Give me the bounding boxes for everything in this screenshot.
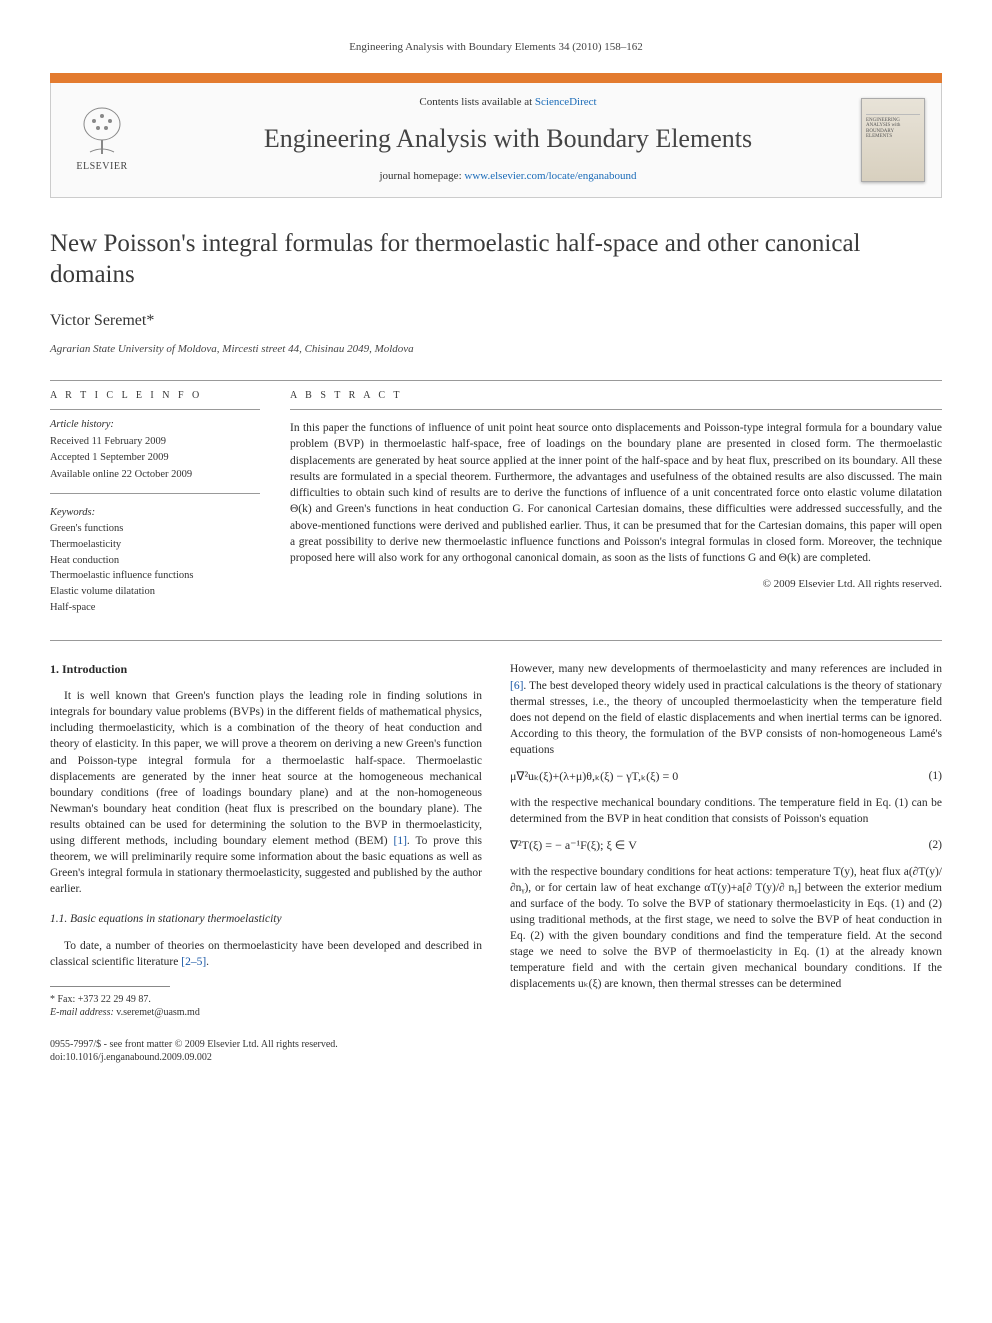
article-info-column: A R T I C L E I N F O Article history: R…	[50, 381, 260, 617]
history-label: Article history:	[50, 418, 260, 433]
journal-masthead: ELSEVIER Contents lists available at Sci…	[50, 83, 942, 197]
elsevier-label: ELSEVIER	[76, 160, 127, 174]
col2-paragraph-2: with the respective mechanical boundary …	[510, 795, 942, 827]
col2-text-a: However, many new developments of thermo…	[510, 663, 942, 675]
equation-1: μ∇²uₖ(ξ)+(λ+μ)θ,ₖ(ξ) − γT,ₖ(ξ) = 0 (1)	[510, 768, 942, 785]
email-address[interactable]: v.seremet@uasm.md	[116, 1007, 200, 1018]
author-name: Victor Seremet*	[50, 310, 942, 332]
email-footnote: E-mail address: v.seremet@uasm.md	[50, 1006, 482, 1020]
elsevier-logo: ELSEVIER	[67, 100, 137, 180]
col2-text-b: . The best developed theory widely used …	[510, 680, 942, 756]
subsection-1-1-heading: 1.1. Basic equations in stationary therm…	[50, 911, 482, 927]
running-header: Engineering Analysis with Boundary Eleme…	[50, 40, 942, 55]
info-abstract-block: A R T I C L E I N F O Article history: R…	[50, 381, 942, 617]
keyword: Half-space	[50, 601, 260, 616]
cover-title: ENGINEERING ANALYSIS with BOUNDARY ELEME…	[866, 115, 920, 177]
keyword: Green's functions	[50, 522, 260, 537]
fax-footnote: * Fax: +373 22 29 49 87.	[50, 993, 482, 1007]
body-columns: 1. Introduction It is well known that Gr…	[50, 661, 942, 1064]
section-1-heading: 1. Introduction	[50, 661, 482, 678]
journal-cover-thumbnail: ENGINEERING ANALYSIS with BOUNDARY ELEME…	[861, 98, 925, 182]
journal-name: Engineering Analysis with Boundary Eleme…	[155, 121, 861, 157]
corresponding-star: *	[146, 312, 154, 329]
affiliation: Agrarian State University of Moldova, Mi…	[50, 342, 942, 357]
contents-prefix: Contents lists available at	[419, 96, 534, 108]
body-separator	[50, 640, 942, 641]
ref-6-link[interactable]: [6]	[510, 680, 523, 692]
eq1-number: (1)	[912, 768, 942, 784]
masthead-center: Contents lists available at ScienceDirec…	[155, 95, 861, 184]
intro-text-a: It is well known that Green's function p…	[50, 690, 482, 847]
footer-block: 0955-7997/$ - see front matter © 2009 El…	[50, 1038, 482, 1065]
left-column: 1. Introduction It is well known that Gr…	[50, 661, 482, 1064]
contents-line: Contents lists available at ScienceDirec…	[155, 95, 861, 110]
ref-2-5-link[interactable]: [2–5]	[181, 956, 206, 968]
abstract-text: In this paper the functions of influence…	[290, 420, 942, 567]
ref-1-link[interactable]: [1]	[394, 835, 407, 847]
issn-line: 0955-7997/$ - see front matter © 2009 El…	[50, 1038, 482, 1052]
article-info-header: A R T I C L E I N F O	[50, 381, 260, 410]
keyword: Heat conduction	[50, 554, 260, 569]
article-title: New Poisson's integral formulas for ther…	[50, 228, 942, 291]
accepted-date: Accepted 1 September 2009	[50, 451, 260, 466]
col2-paragraph-3: with the respective boundary conditions …	[510, 864, 942, 993]
homepage-line: journal homepage: www.elsevier.com/locat…	[155, 169, 861, 184]
abstract-header: A B S T R A C T	[290, 381, 942, 410]
email-label: E-mail address:	[50, 1007, 116, 1018]
right-column: However, many new developments of thermo…	[510, 661, 942, 1064]
eq2-number: (2)	[912, 837, 942, 853]
footnote-separator	[50, 986, 170, 987]
fax-number: +373 22 29 49 87.	[78, 994, 151, 1005]
homepage-link[interactable]: www.elsevier.com/locate/enganabound	[464, 170, 636, 182]
homepage-prefix: journal homepage:	[379, 170, 464, 182]
abstract-column: A B S T R A C T In this paper the functi…	[290, 381, 942, 617]
intro-paragraph: It is well known that Green's function p…	[50, 688, 482, 897]
elsevier-tree-icon	[72, 106, 132, 156]
equation-2: ∇²T(ξ) = − a⁻¹F(ξ); ξ ∈ V (2)	[510, 837, 942, 854]
online-date: Available online 22 October 2009	[50, 468, 260, 483]
subsec-text-a: To date, a number of theories on thermoe…	[50, 940, 482, 968]
eq1-formula: μ∇²uₖ(ξ)+(λ+μ)θ,ₖ(ξ) − γT,ₖ(ξ) = 0	[510, 768, 912, 785]
abstract-copyright: © 2009 Elsevier Ltd. All rights reserved…	[290, 577, 942, 592]
eq2-formula: ∇²T(ξ) = − a⁻¹F(ξ); ξ ∈ V	[510, 837, 912, 854]
keyword: Thermoelastic influence functions	[50, 569, 260, 584]
doi-line: doi:10.1016/j.enganabound.2009.09.002	[50, 1051, 482, 1065]
fax-label: * Fax:	[50, 994, 78, 1005]
keywords-label: Keywords:	[50, 506, 260, 521]
keyword: Thermoelasticity	[50, 538, 260, 553]
received-date: Received 11 February 2009	[50, 435, 260, 450]
sciencedirect-link[interactable]: ScienceDirect	[535, 96, 597, 108]
author-text: Victor Seremet	[50, 312, 146, 329]
subsec-text-end: .	[206, 956, 209, 968]
col2-paragraph-1: However, many new developments of thermo…	[510, 661, 942, 758]
subsec-paragraph: To date, a number of theories on thermoe…	[50, 938, 482, 970]
masthead-color-bar	[50, 73, 942, 83]
info-separator	[50, 493, 260, 494]
keyword: Elastic volume dilatation	[50, 585, 260, 600]
